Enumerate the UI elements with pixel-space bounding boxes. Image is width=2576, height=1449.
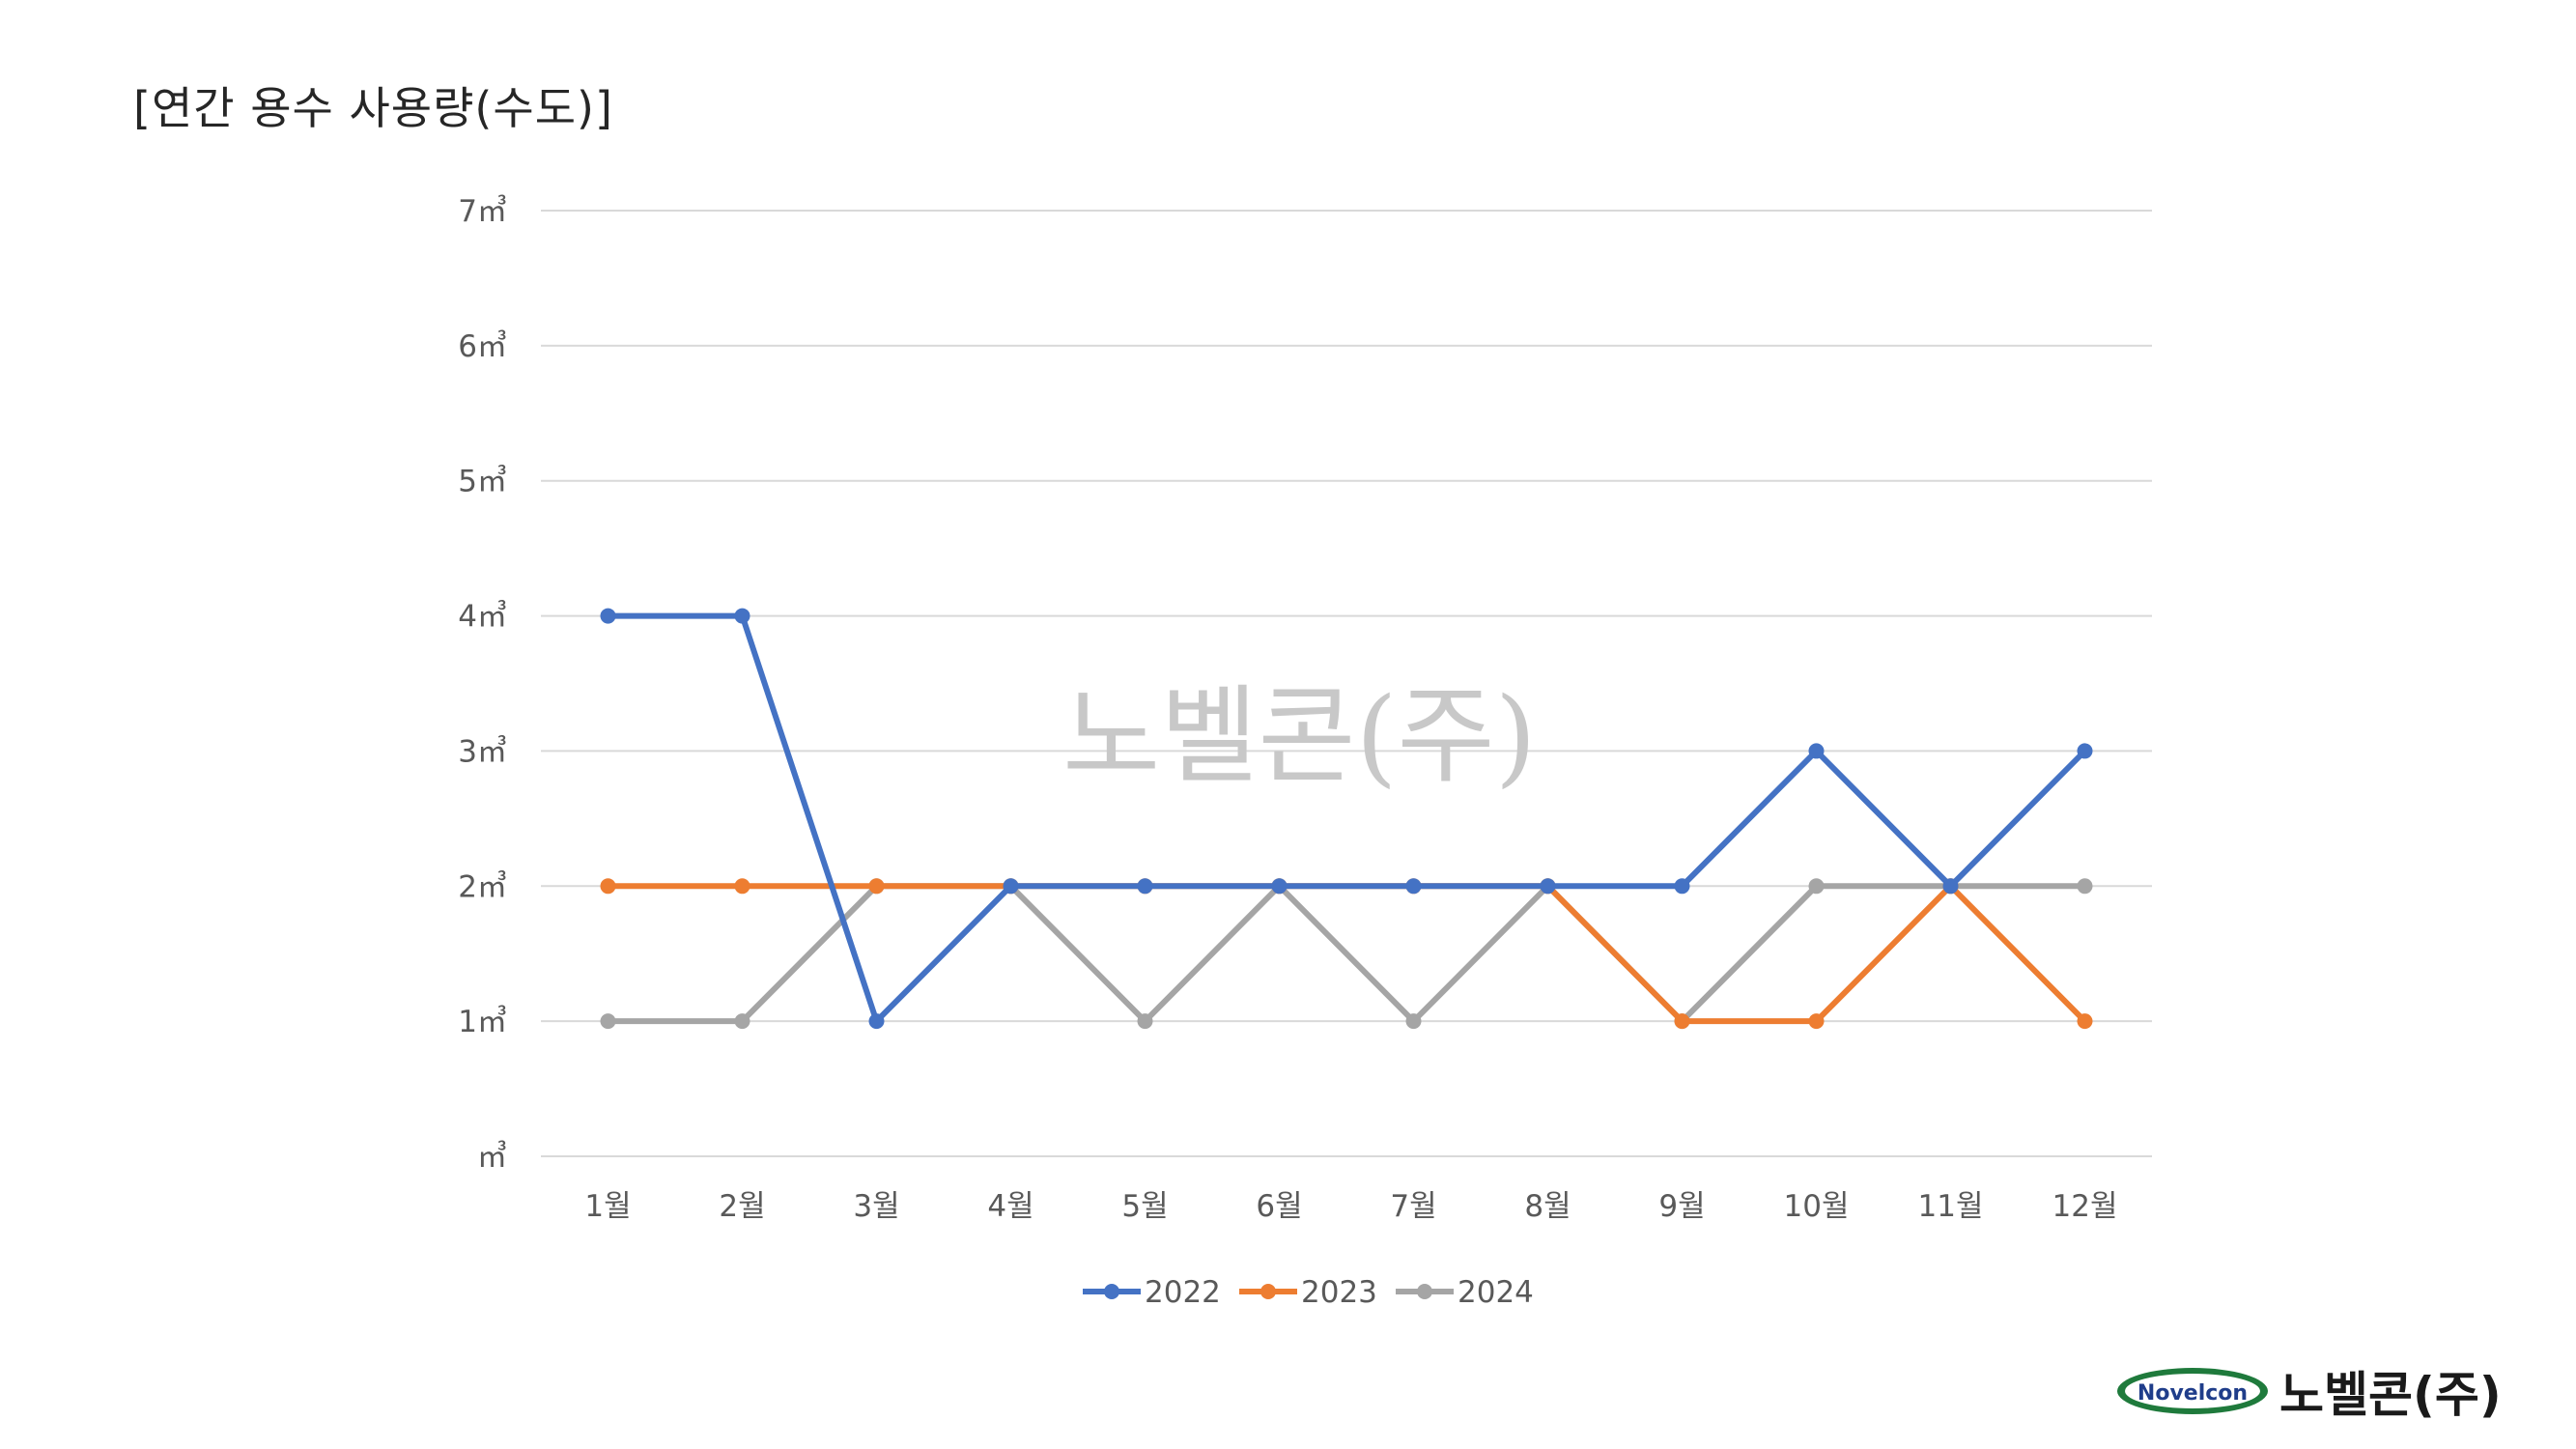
y-tick-label: 1㎥	[458, 1005, 507, 1039]
x-tick-label: 3월	[853, 1189, 899, 1224]
x-tick-label: 7월	[1390, 1189, 1436, 1224]
x-tick-label: 10월	[1784, 1189, 1850, 1224]
x-tick-label: 2월	[719, 1189, 765, 1224]
data-point-2024	[1808, 878, 1825, 895]
data-point-2022	[1808, 743, 1825, 759]
x-tick-label: 8월	[1524, 1189, 1571, 1224]
data-point-2023	[2077, 1013, 2093, 1030]
data-point-2022	[1942, 878, 1959, 895]
legend-label-2022: 2022	[1145, 1275, 1221, 1310]
data-point-2022	[734, 608, 750, 624]
x-tick-label: 4월	[987, 1189, 1033, 1224]
x-tick-label: 9월	[1658, 1189, 1705, 1224]
legend-label-2023: 2023	[1301, 1275, 1377, 1310]
data-point-2022	[1137, 878, 1153, 895]
series-lines	[600, 608, 2093, 1030]
data-point-2022	[600, 608, 616, 624]
data-point-2023	[600, 878, 616, 895]
company-logo: Novelcon 노벨콘(주)	[2115, 1357, 2502, 1425]
series-line-2022	[608, 612, 2087, 1025]
page-title: [연간 용수 사용량(수도)]	[133, 82, 613, 134]
data-point-2024	[600, 1013, 616, 1030]
legend: 2022 2023 2024	[1083, 1275, 1534, 1310]
data-point-2023	[734, 878, 750, 895]
novelcon-logo-badge: Novelcon	[2117, 1368, 2268, 1414]
x-tick-label: 12월	[2052, 1189, 2118, 1224]
y-tick-label: 3㎥	[458, 734, 507, 769]
legend-marker-2022	[1104, 1284, 1119, 1299]
x-tick-label: 11월	[1918, 1189, 1984, 1224]
y-tick-label: 7㎥	[458, 194, 507, 229]
data-point-2022	[1271, 878, 1288, 895]
data-point-2022	[2077, 743, 2093, 759]
y-axis-ticks: ㎥ 1㎥ 2㎥ 3㎥ 4㎥ 5㎥ 6㎥ 7㎥	[458, 194, 507, 1175]
x-axis-ticks: 1월 2월 3월 4월 5월 6월 7월 8월 9월 10월 11월 12월	[584, 1189, 2117, 1224]
data-point-2022	[1540, 878, 1556, 895]
data-point-2024	[1405, 1013, 1422, 1030]
x-tick-label: 6월	[1256, 1189, 1302, 1224]
legend-label-2024: 2024	[1458, 1275, 1534, 1310]
y-tick-label: 2㎥	[458, 869, 507, 904]
data-point-2022	[1405, 878, 1422, 895]
watermark-text: 노벨콘(주)	[1062, 674, 1537, 798]
data-point-2023	[1808, 1013, 1825, 1030]
y-tick-label: ㎥	[477, 1140, 507, 1175]
x-tick-label: 1월	[584, 1189, 631, 1224]
y-tick-label: 5㎥	[458, 465, 507, 499]
data-point-2024	[2077, 878, 2093, 895]
logo-badge-text: Novelcon	[2137, 1381, 2248, 1406]
data-point-2023	[868, 878, 885, 895]
series-line-2024	[608, 883, 2085, 1025]
legend-marker-2023	[1260, 1284, 1276, 1299]
legend-marker-2024	[1417, 1284, 1432, 1299]
y-tick-label: 4㎥	[458, 600, 507, 635]
data-point-2022	[1674, 878, 1690, 895]
data-point-2022	[868, 1013, 885, 1030]
data-point-2023	[1674, 1013, 1690, 1030]
data-point-2022	[1003, 878, 1019, 895]
logo-name: 노벨콘(주)	[2279, 1367, 2502, 1423]
y-tick-label: 6㎥	[458, 329, 507, 364]
data-point-2024	[734, 1013, 750, 1030]
data-point-2024	[1137, 1013, 1153, 1030]
x-tick-label: 5월	[1121, 1189, 1168, 1224]
